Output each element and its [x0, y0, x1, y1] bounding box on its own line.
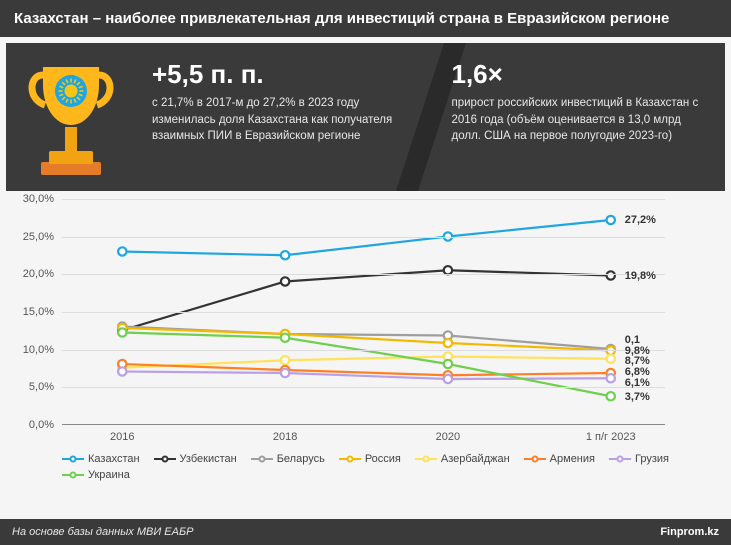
legend-label: Беларусь: [277, 453, 325, 465]
legend-label: Казахстан: [88, 453, 140, 465]
legend: Казахстан Узбекистан Беларусь Россия Азербай…: [62, 453, 711, 481]
legend-item: Грузия: [609, 453, 669, 465]
stat-2-desc: прирост российских инвестиций в Казахста…: [452, 95, 710, 145]
y-tick: 30,0%: [10, 193, 54, 205]
series-marker: [444, 266, 452, 274]
series-marker: [607, 374, 615, 382]
legend-swatch: [62, 469, 84, 481]
y-tick: 5,0%: [10, 381, 54, 393]
series-marker: [118, 247, 126, 255]
legend-item: Узбекистан: [154, 453, 237, 465]
page-title: Казахстан – наиболее привлекательная для…: [0, 0, 731, 37]
legend-swatch: [524, 453, 546, 465]
y-tick: 20,0%: [10, 268, 54, 280]
series-marker: [281, 334, 289, 342]
grid-line: [62, 237, 665, 238]
trophy-icon: [6, 43, 136, 191]
y-axis: 0,0%5,0%10,0%15,0%20,0%25,0%30,0%: [10, 199, 58, 425]
end-label: 27,2%: [625, 214, 656, 226]
legend-swatch: [251, 453, 273, 465]
line-chart: 0,0%5,0%10,0%15,0%20,0%25,0%30,0% 27,2%1…: [10, 199, 721, 479]
title-text: Казахстан – наиболее привлекательная для…: [14, 10, 669, 27]
series-line: [122, 364, 610, 375]
series-marker: [118, 367, 126, 375]
legend-swatch: [62, 453, 84, 465]
y-tick: 25,0%: [10, 231, 54, 243]
legend-item: Азербайджан: [415, 453, 510, 465]
legend-label: Украина: [88, 469, 130, 481]
stat-1-big: +5,5 п. п.: [152, 61, 410, 87]
panel-divider: [426, 43, 436, 191]
grid-line: [62, 274, 665, 275]
x-label: 2016: [110, 431, 134, 443]
stat-box-1: +5,5 п. п. с 21,7% в 2017-м до 27,2% в 2…: [136, 43, 426, 191]
legend-item: Россия: [339, 453, 401, 465]
legend-swatch: [339, 453, 361, 465]
footer: На основе базы данных МВИ ЕАБР Finprom.k…: [0, 519, 731, 545]
legend-swatch: [609, 453, 631, 465]
legend-swatch: [415, 453, 437, 465]
series-line: [122, 270, 610, 330]
grid-line: [62, 387, 665, 388]
grid-line: [62, 199, 665, 200]
x-label: 1 п/г 2023: [586, 431, 636, 443]
end-label: 3,7%: [625, 391, 650, 403]
y-tick: 10,0%: [10, 344, 54, 356]
series-marker: [444, 360, 452, 368]
legend-swatch: [154, 453, 176, 465]
series-marker: [607, 271, 615, 279]
end-label: 19,8%: [625, 270, 656, 282]
stat-1-desc: с 21,7% в 2017-м до 27,2% в 2023 году из…: [152, 95, 410, 145]
series-marker: [607, 216, 615, 224]
x-label: 2020: [436, 431, 460, 443]
stat-box-2: 1,6× прирост российских инвестиций в Каз…: [436, 43, 726, 191]
legend-item: Армения: [524, 453, 595, 465]
legend-label: Азербайджан: [441, 453, 510, 465]
series-marker: [281, 369, 289, 377]
series-marker: [281, 356, 289, 364]
legend-label: Узбекистан: [180, 453, 237, 465]
series-marker: [444, 375, 452, 383]
footer-source: Finprom.kz: [660, 526, 719, 538]
end-label: 0,1: [625, 334, 640, 346]
info-panel: +5,5 п. п. с 21,7% в 2017-м до 27,2% в 2…: [6, 43, 725, 191]
plot-area: 27,2%19,8%0,19,8%8,7%6,8%6,1%3,7%: [62, 199, 665, 425]
series-marker: [281, 251, 289, 259]
series-marker: [118, 328, 126, 336]
y-tick: 0,0%: [10, 419, 54, 431]
stat-2-big: 1,6×: [452, 61, 710, 87]
legend-item: Украина: [62, 469, 130, 481]
end-label: 6,1%: [625, 377, 650, 389]
series-marker: [607, 355, 615, 363]
grid-line: [62, 350, 665, 351]
series-marker: [444, 339, 452, 347]
x-label: 2018: [273, 431, 297, 443]
footer-note: На основе базы данных МВИ ЕАБР: [12, 526, 193, 538]
legend-item: Казахстан: [62, 453, 140, 465]
series-line: [122, 328, 610, 351]
y-tick: 15,0%: [10, 306, 54, 318]
legend-label: Россия: [365, 453, 401, 465]
legend-item: Беларусь: [251, 453, 325, 465]
legend-label: Грузия: [635, 453, 669, 465]
end-label: 8,7%: [625, 355, 650, 367]
series-marker: [607, 392, 615, 400]
series-marker: [281, 277, 289, 285]
legend-label: Армения: [550, 453, 595, 465]
grid-line: [62, 312, 665, 313]
